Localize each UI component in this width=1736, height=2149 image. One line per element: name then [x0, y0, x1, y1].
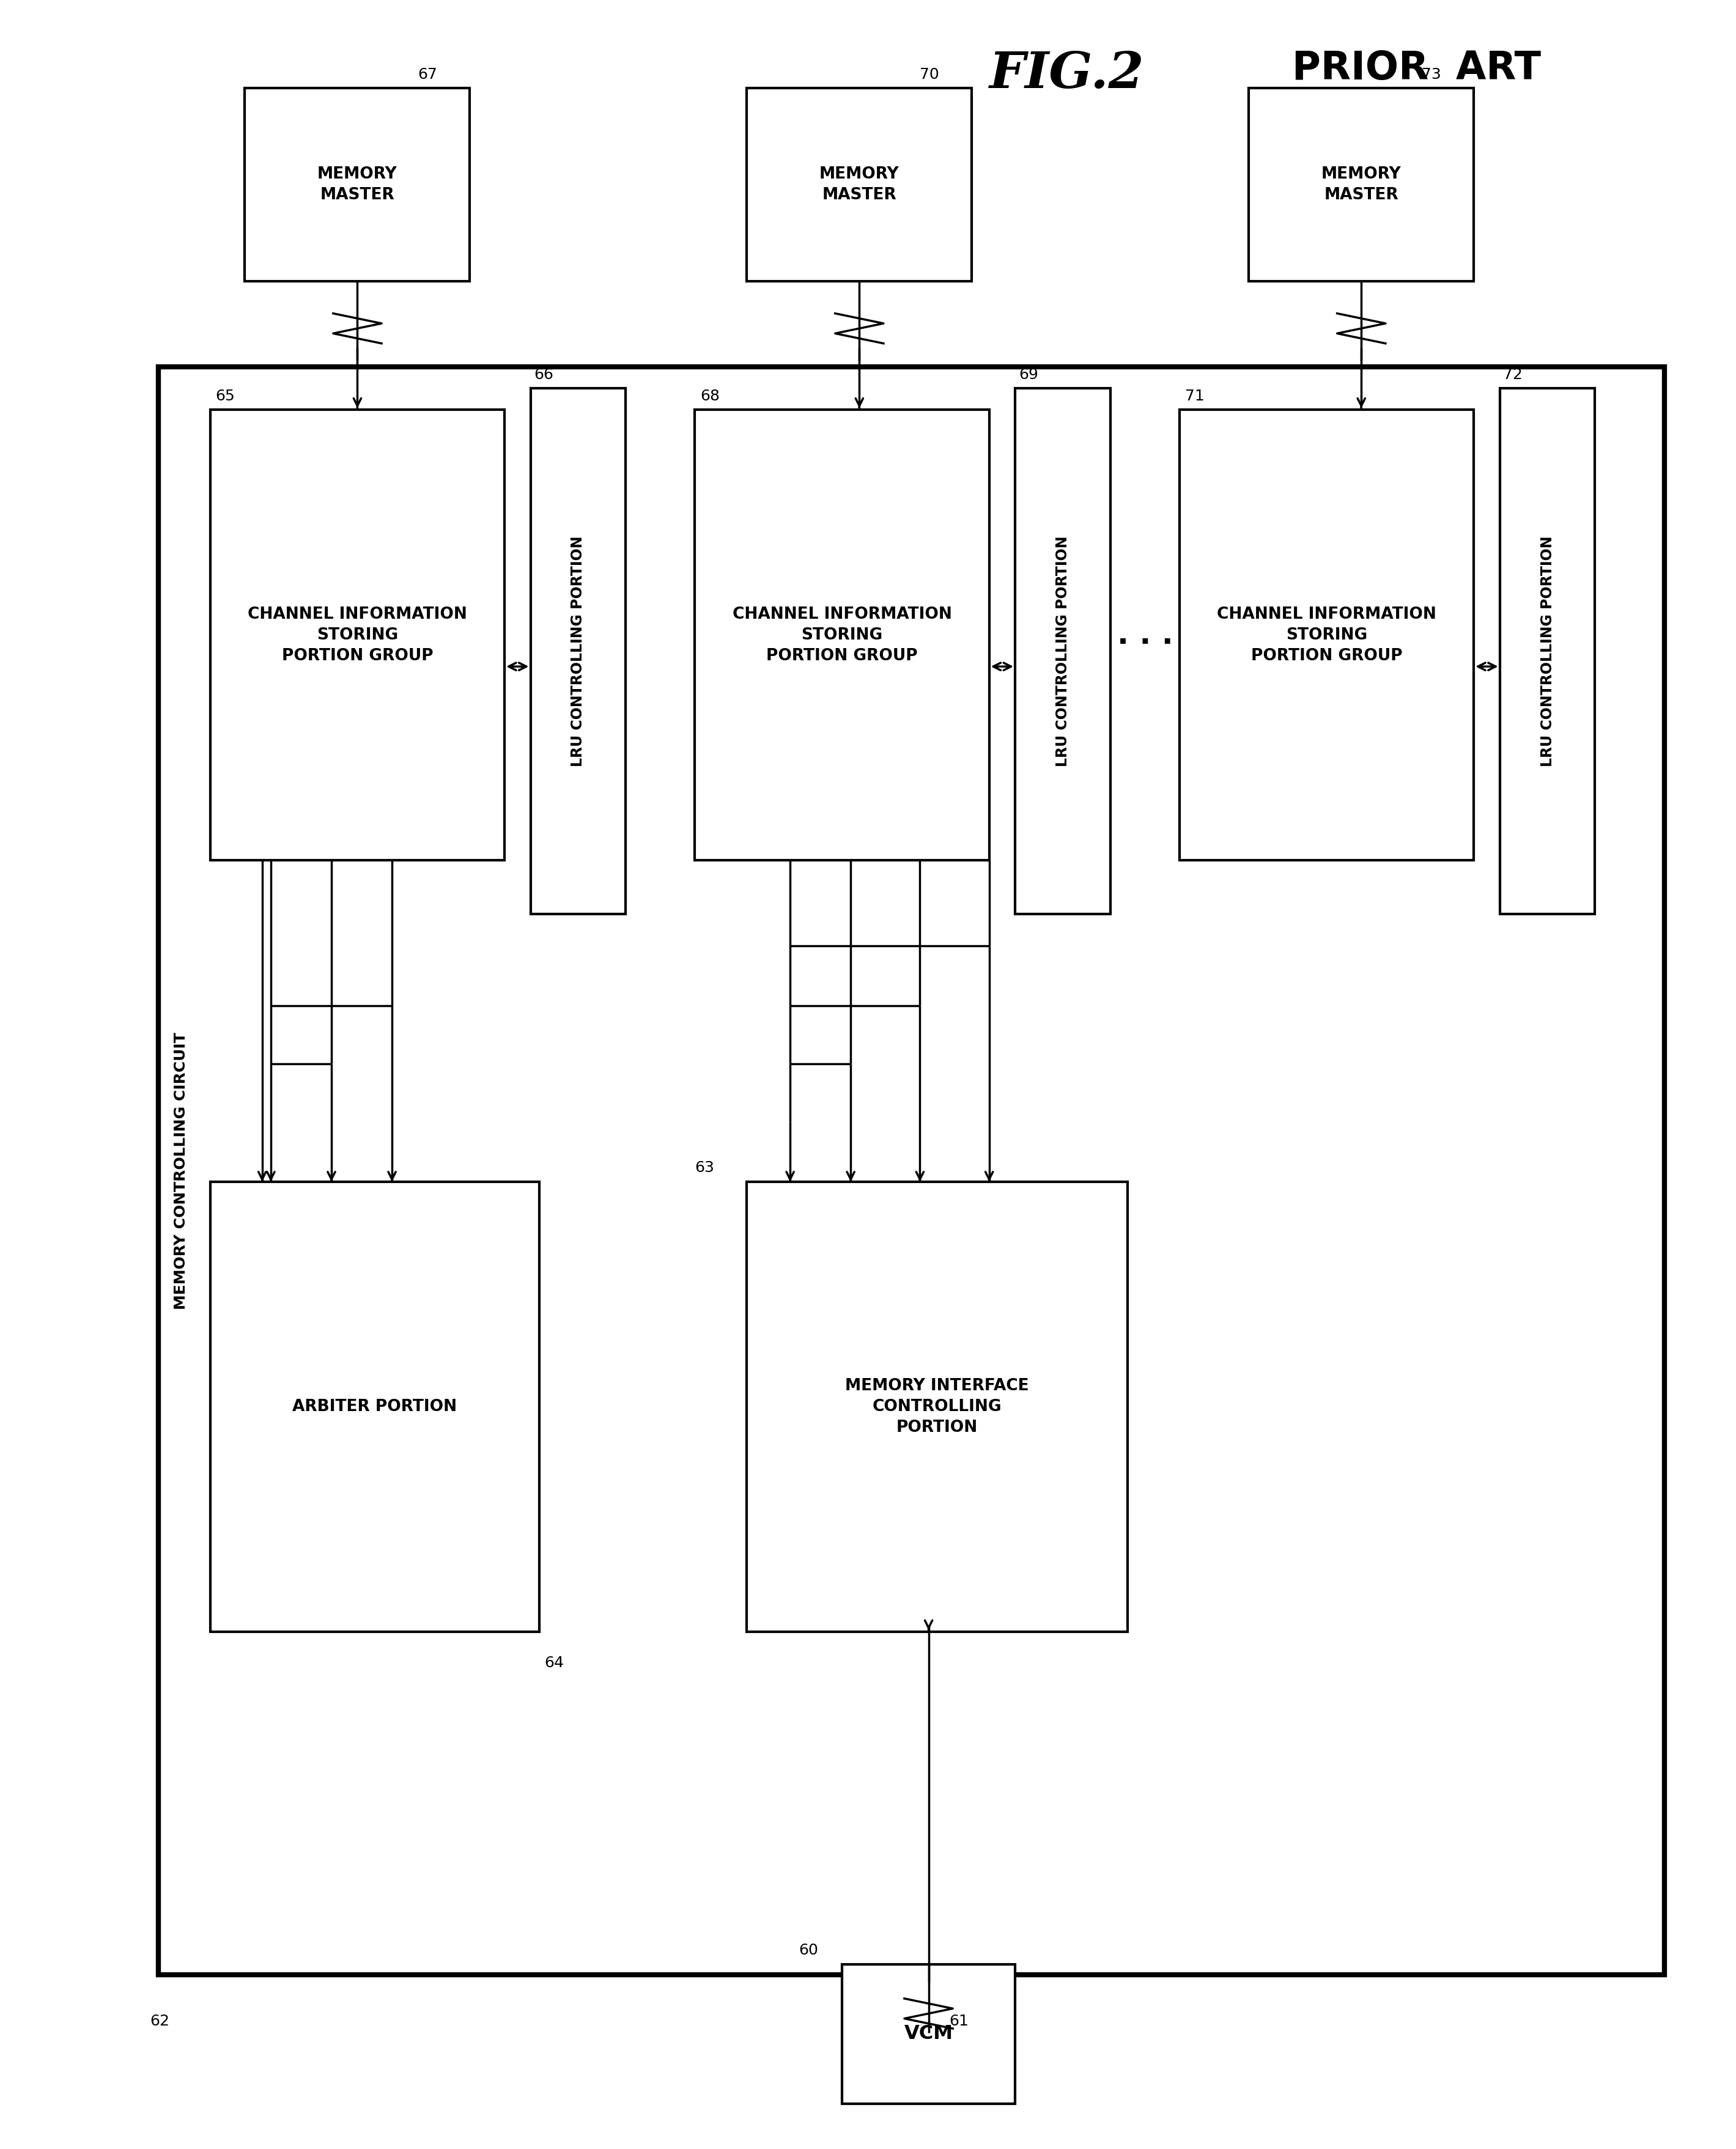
Bar: [158, 367, 1665, 1975]
Text: LRU CONTROLLING PORTION: LRU CONTROLLING PORTION: [1055, 535, 1069, 767]
Text: 69: 69: [1019, 367, 1038, 383]
Text: CHANNEL INFORMATION
STORING
PORTION GROUP: CHANNEL INFORMATION STORING PORTION GROU…: [733, 606, 951, 664]
Text: 60: 60: [799, 1943, 818, 1958]
Text: CHANNEL INFORMATION
STORING
PORTION GROUP: CHANNEL INFORMATION STORING PORTION GROU…: [248, 606, 467, 664]
Text: LRU CONTROLLING PORTION: LRU CONTROLLING PORTION: [571, 535, 585, 767]
Text: ARBITER PORTION: ARBITER PORTION: [292, 1399, 457, 1414]
Text: CHANNEL INFORMATION
STORING
PORTION GROUP: CHANNEL INFORMATION STORING PORTION GROU…: [1217, 606, 1436, 664]
Text: 61: 61: [950, 2014, 969, 2029]
Text: MEMORY
MASTER: MEMORY MASTER: [318, 165, 398, 204]
Text: 63: 63: [694, 1160, 715, 1176]
Bar: [531, 389, 625, 913]
Bar: [694, 410, 990, 860]
Bar: [1016, 389, 1111, 913]
Bar: [746, 1182, 1128, 1631]
Text: 64: 64: [545, 1657, 564, 1670]
Text: 68: 68: [700, 389, 720, 404]
Text: 71: 71: [1184, 389, 1205, 404]
Bar: [245, 88, 470, 282]
Bar: [746, 88, 972, 282]
Text: FIG.2: FIG.2: [990, 49, 1144, 99]
Text: . . .: . . .: [1116, 621, 1174, 649]
Text: 72: 72: [1503, 367, 1522, 383]
Text: 70: 70: [920, 67, 939, 82]
Text: MEMORY INTERFACE
CONTROLLING
PORTION: MEMORY INTERFACE CONTROLLING PORTION: [845, 1378, 1029, 1436]
Text: MEMORY
MASTER: MEMORY MASTER: [1321, 165, 1401, 204]
Bar: [210, 410, 505, 860]
Text: MEMORY CONTROLLING CIRCUIT: MEMORY CONTROLLING CIRCUIT: [174, 1032, 187, 1309]
Bar: [210, 1182, 540, 1631]
Text: VCM: VCM: [904, 2024, 953, 2044]
Bar: [1179, 410, 1474, 860]
Text: MEMORY
MASTER: MEMORY MASTER: [819, 165, 899, 204]
Text: 73: 73: [1422, 67, 1441, 82]
Bar: [842, 1964, 1016, 2104]
Text: 65: 65: [215, 389, 234, 404]
Text: PRIOR  ART: PRIOR ART: [1292, 49, 1542, 88]
Text: 62: 62: [149, 2014, 168, 2029]
Text: LRU CONTROLLING PORTION: LRU CONTROLLING PORTION: [1540, 535, 1555, 767]
Bar: [1248, 88, 1474, 282]
Bar: [1500, 389, 1595, 913]
Text: 66: 66: [535, 367, 554, 383]
Text: 67: 67: [418, 67, 437, 82]
